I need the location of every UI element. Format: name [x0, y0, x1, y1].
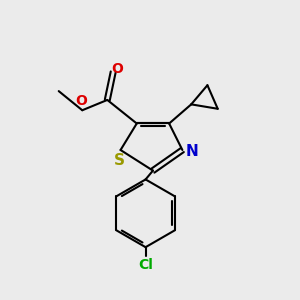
Text: Cl: Cl — [138, 258, 153, 272]
Text: S: S — [114, 153, 124, 168]
Text: O: O — [75, 94, 87, 108]
Text: O: O — [112, 62, 124, 76]
Text: N: N — [185, 144, 198, 159]
